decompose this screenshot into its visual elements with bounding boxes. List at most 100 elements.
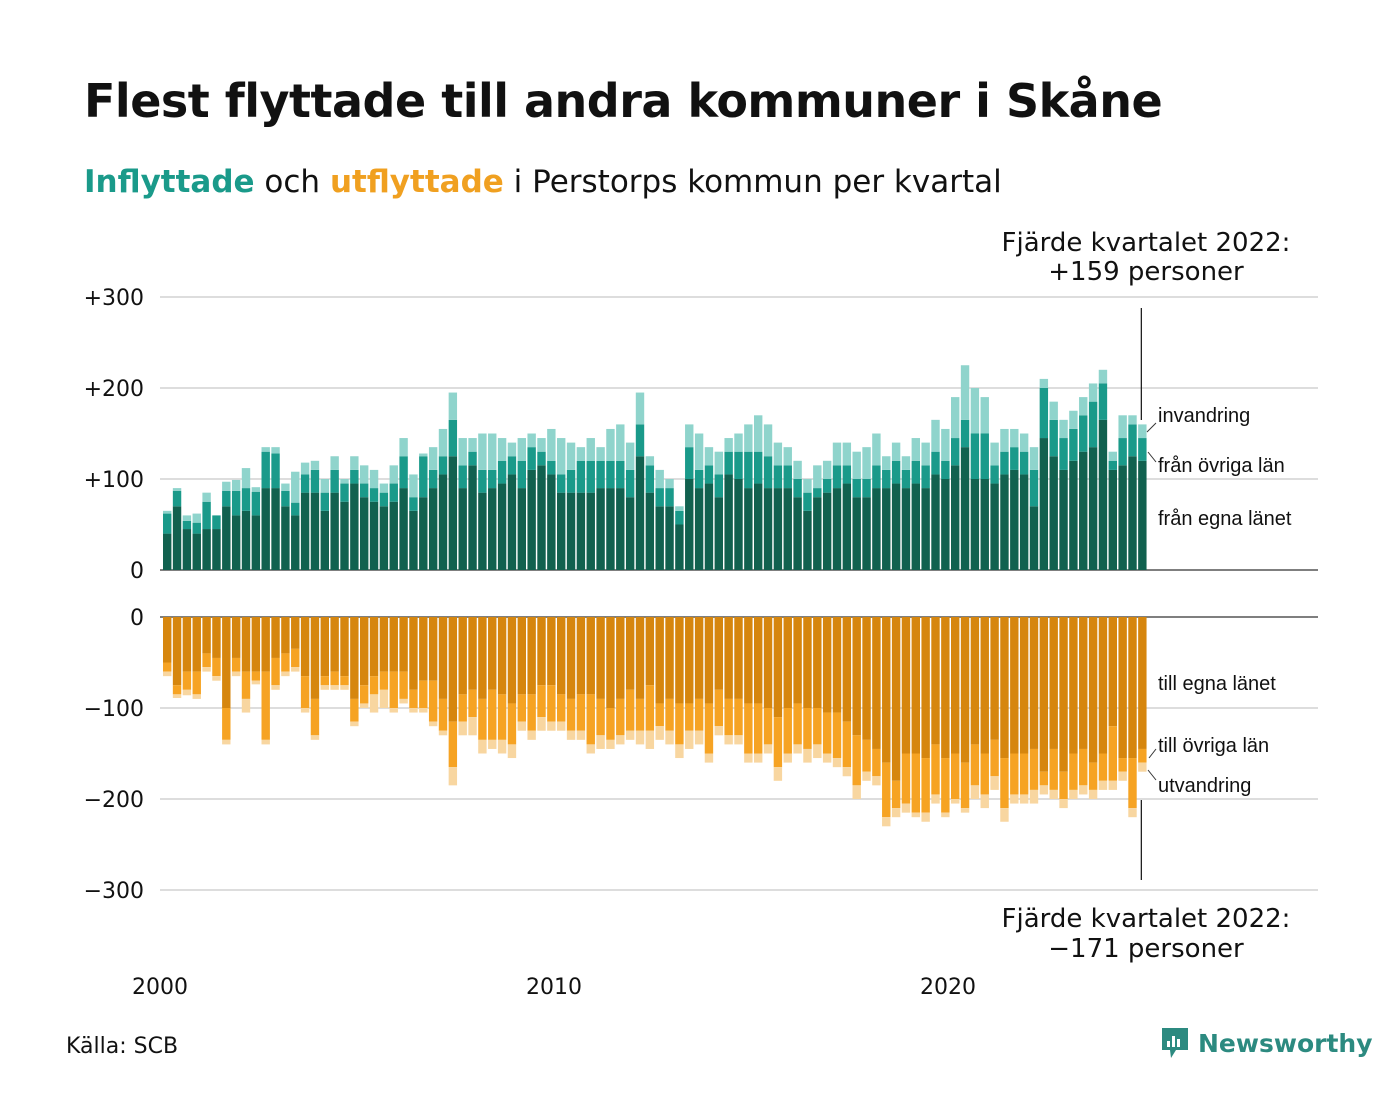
outflow-bar-segment (813, 617, 822, 708)
outflow-bar-segment (281, 671, 290, 677)
outflow-bar-segment (537, 617, 546, 686)
outflow-bar-segment (685, 730, 694, 749)
inflow-bar-segment (291, 502, 300, 516)
outflow-bar-segment (990, 617, 999, 740)
inflow-bar-segment (951, 465, 960, 570)
inflow-bar-segment (409, 497, 418, 511)
outflow-bar-segment (832, 617, 842, 713)
outflow-bar-segment (557, 694, 566, 722)
outflow-bar-segment (261, 617, 270, 672)
outflow-bar-segment (1010, 753, 1019, 795)
inflow-bar-segment (832, 488, 842, 570)
outflow-bar-segment (241, 617, 251, 672)
inflow-bar-segment (980, 479, 989, 570)
outflow-bar-segment (1069, 617, 1078, 754)
inflow-bar-segment (714, 497, 723, 570)
inflow-bar-segment (645, 465, 655, 493)
inflow-bar-segment (1000, 451, 1009, 475)
outflow-bar-segment (428, 680, 438, 722)
inflow-bar-segment (310, 492, 320, 570)
outflow-bar-segment (1069, 753, 1078, 790)
outflow-bar-segment (369, 617, 379, 677)
outflow-bar-segment (478, 698, 487, 740)
outflow-bar-segment (783, 753, 792, 763)
inflow-bar-segment (369, 501, 379, 570)
outflow-bar-segment (379, 617, 389, 672)
inflow-bar-segment (172, 488, 182, 491)
inflow-bar-segment (911, 438, 920, 461)
outflow-bar-segment (822, 712, 832, 754)
outflow-bar-segment (1128, 758, 1137, 809)
inflow-bar-segment (1098, 369, 1108, 384)
inflow-bar-segment (251, 487, 261, 492)
outflow-bar-segment (172, 685, 182, 695)
inflow-bar-segment (960, 365, 970, 420)
inflow-bar-segment (842, 483, 852, 570)
outflow-bar-segment (655, 726, 664, 740)
outflow-bar-segment (291, 648, 300, 668)
y-tick-label-top: +300 (84, 286, 144, 311)
inflow-bar-segment (172, 506, 182, 570)
inflow-bar-segment (271, 447, 280, 454)
inflow-bar-segment (625, 442, 635, 470)
outflow-bar-segment (340, 617, 349, 677)
outflow-bar-segment (1029, 789, 1039, 804)
inflow-bar-segment (803, 510, 812, 570)
outflow-bar-segment (813, 708, 822, 745)
inflow-bar-segment (645, 492, 655, 570)
outflow-bar-segment (803, 617, 812, 708)
outflow-bar-segment (960, 617, 970, 763)
inflow-bar-segment (763, 488, 773, 570)
outflow-bar-segment (990, 776, 999, 790)
outflow-bar-segment (271, 685, 280, 690)
outflow-bar-segment (694, 617, 704, 699)
outflow-bar-segment (1118, 617, 1127, 759)
inflow-bar-segment (665, 488, 674, 507)
inflow-bar-segment (281, 483, 290, 491)
inflow-bar-segment (822, 492, 832, 570)
inflow-bar-segment (734, 479, 743, 570)
outflow-bar-segment (1049, 748, 1058, 790)
outflow-bar-segment (222, 708, 231, 740)
outflow-bar-segment (832, 758, 842, 768)
inflow-bar-segment (793, 497, 802, 570)
outflow-bar-segment (202, 617, 211, 654)
outflow-bar-segment (163, 617, 172, 663)
outflow-bar-segment (241, 671, 251, 699)
outflow-bar-segment (655, 703, 664, 727)
y-tick-label-top: +100 (84, 468, 144, 493)
outflow-bar-segment (734, 617, 743, 699)
outflow-bar-segment (320, 676, 329, 686)
outflow-bar-segment (320, 617, 329, 677)
outflow-bar-segment (891, 808, 901, 818)
outflow-bar-segment (330, 685, 339, 690)
outflow-bar-segment (911, 753, 920, 813)
outflow-bar-segment (1088, 762, 1098, 790)
inflow-bar-segment (803, 479, 812, 493)
inflow-bar-segment (586, 460, 595, 493)
outflow-bar-segment (1098, 753, 1108, 781)
inflow-bar-segment (931, 474, 940, 570)
outflow-bar-segment (941, 812, 950, 818)
outflow-bar-segment (291, 617, 300, 649)
outflow-bar-segment (310, 735, 320, 740)
series-label-top: invandring (1158, 405, 1250, 427)
inflow-bar-segment (901, 469, 911, 489)
outflow-bar-segment (990, 739, 999, 777)
inflow-bar-segment (231, 515, 241, 570)
outflow-bar-segment (704, 617, 714, 704)
outflow-bar-segment (744, 617, 753, 704)
outflow-bar-segment (724, 735, 733, 745)
outflow-bar-segment (271, 657, 280, 686)
outflow-bar-segment (635, 698, 645, 731)
outflow-bar-segment (616, 617, 625, 699)
inflow-bar-segment (724, 451, 733, 475)
inflow-bar-segment (1000, 428, 1009, 452)
outflow-bar-segment (1039, 785, 1049, 795)
inflow-bar-segment (231, 479, 241, 491)
label-leader-utvandring (1147, 769, 1157, 781)
outflow-bar-segment (872, 776, 881, 786)
x-tick-label: 2020 (920, 975, 976, 1000)
outflow-bar-segment (773, 767, 783, 781)
outflow-bar-segment (665, 617, 674, 699)
